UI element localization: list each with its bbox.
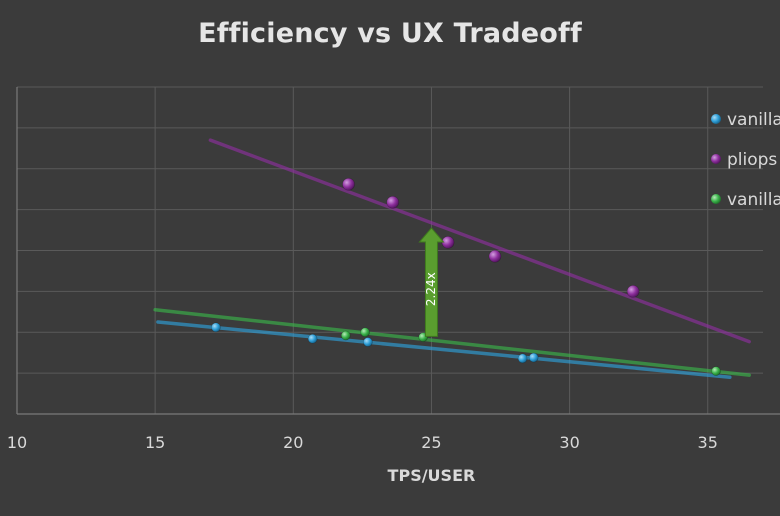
x-tick-label: 10 — [7, 433, 27, 452]
data-point — [517, 353, 528, 364]
x-tick-label: 35 — [698, 433, 718, 452]
data-point — [340, 330, 351, 341]
legend-marker — [711, 194, 721, 204]
annotation: 2.24x — [418, 227, 445, 337]
data-point — [342, 177, 355, 191]
data-point — [211, 322, 221, 333]
x-tick-label: 30 — [559, 433, 579, 452]
data-point — [528, 352, 539, 363]
legend-label: vanilla — [727, 190, 780, 210]
x-tick-label: 20 — [283, 433, 303, 452]
annotation-label: 2.24x — [424, 272, 438, 306]
data-point — [711, 366, 721, 376]
data-points — [211, 177, 721, 376]
data-point — [307, 333, 318, 344]
legend-label: pliops — [727, 150, 777, 170]
data-point — [363, 337, 373, 347]
x-axis-title: TPS/USER — [388, 466, 476, 485]
trendline-vanilla — [153, 308, 751, 377]
data-point — [386, 195, 400, 209]
legend-label: vanilla — [727, 110, 780, 130]
trendline-vanilla — [156, 320, 732, 379]
legend-marker — [711, 114, 721, 124]
trendlines — [153, 138, 751, 379]
data-point — [360, 327, 370, 338]
data-point — [488, 249, 502, 263]
x-tick-label: 25 — [421, 433, 441, 452]
legend: vanilla pliops vanilla — [711, 110, 780, 210]
data-point — [626, 285, 640, 298]
x-tick-label: 15 — [145, 433, 165, 452]
annotation-arrow — [418, 227, 445, 337]
legend-marker — [711, 154, 721, 164]
axes: 10 15 20 25 30 35 TPS/USER — [7, 87, 780, 485]
chart-title: Efficiency vs UX Tradeoff — [198, 18, 582, 49]
trendline-pliops — [208, 138, 751, 344]
